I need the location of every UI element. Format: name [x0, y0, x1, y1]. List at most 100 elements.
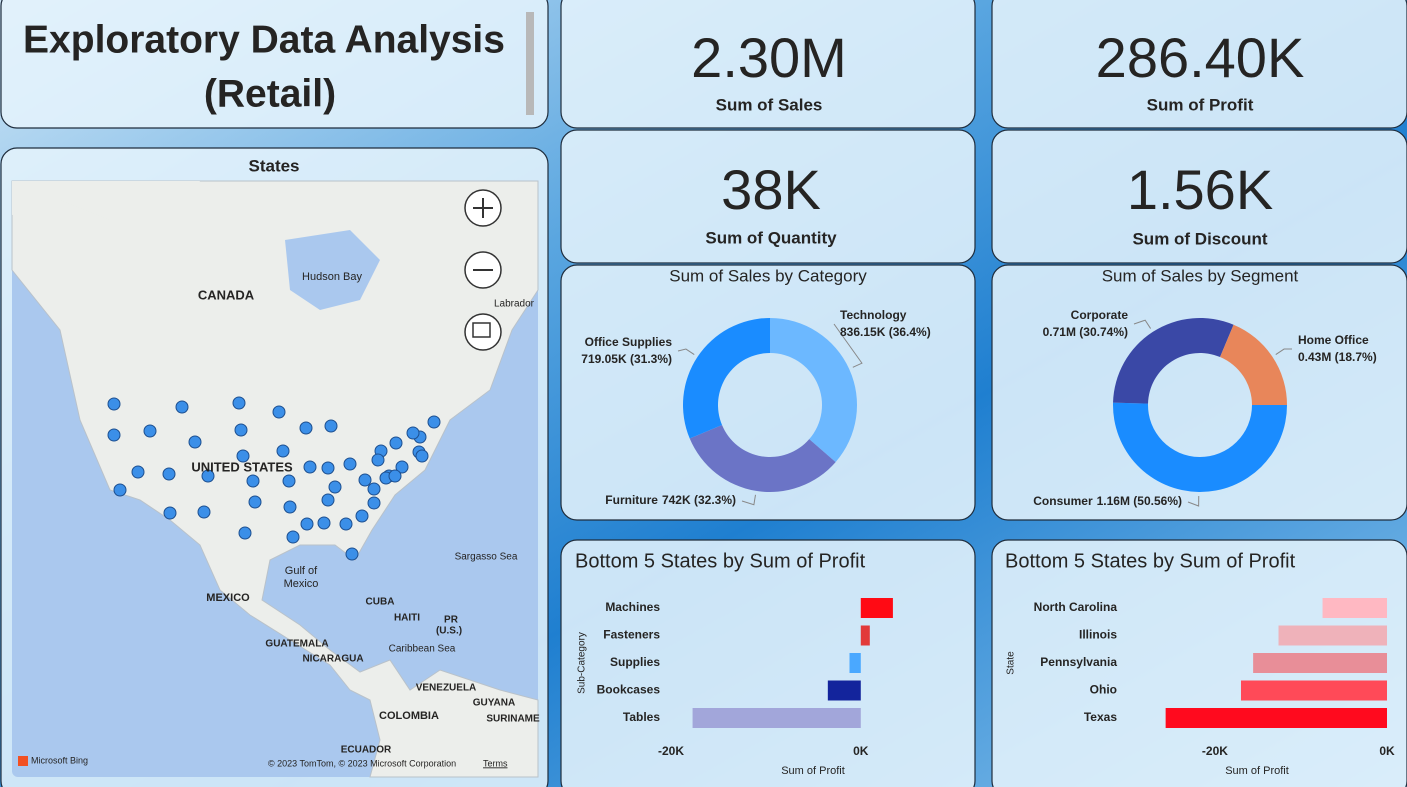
state-dot	[282, 474, 296, 488]
map-label: Gulf of	[285, 565, 318, 577]
state-dot	[388, 469, 402, 483]
slice-value: 0.43M (18.7%)	[1298, 350, 1377, 364]
map-label: (U.S.)	[436, 626, 462, 637]
state-dot	[163, 506, 177, 520]
x-axis-label: Sum of Profit	[1225, 765, 1289, 777]
charts: Sum of Sales by Category Technology 836.15…	[575, 266, 1395, 776]
state-dot	[299, 421, 313, 435]
state-dot	[355, 509, 369, 523]
map-label: Sargasso Sea	[455, 552, 518, 563]
category-label: Pennsylvania	[1040, 655, 1117, 669]
select-button[interactable]	[464, 313, 502, 351]
category-label: Supplies	[610, 655, 660, 669]
leader-line	[1133, 319, 1152, 329]
title-panel	[0, 0, 549, 129]
map-label: PR	[444, 615, 459, 626]
state-dot	[272, 405, 286, 419]
map-label: SURINAME	[486, 714, 540, 725]
chart-panel	[560, 264, 976, 521]
state-dot	[406, 426, 420, 440]
y-axis-label: State	[1006, 651, 1017, 675]
bar	[1253, 653, 1387, 673]
y-axis-label: Sub-Category	[577, 632, 588, 694]
kpi-value: 2.30M	[691, 26, 847, 89]
category-label: Illinois	[1079, 628, 1117, 642]
bar	[860, 625, 870, 646]
state-dot	[321, 493, 335, 507]
state-dot	[367, 482, 381, 496]
chart-title: Sum of Sales by Category	[669, 266, 867, 285]
category-label: Texas	[1084, 710, 1117, 724]
scrollbar[interactable]	[526, 12, 534, 115]
map-label: COLOMBIA	[379, 710, 439, 722]
x-tick-label: 0K	[1379, 744, 1395, 758]
bar	[1278, 625, 1387, 646]
map-dots	[107, 396, 441, 561]
donut-slice	[689, 425, 836, 492]
map-terms[interactable]: Terms	[483, 758, 508, 768]
slice-label: Consumer 1.16M (50.56%)	[1033, 494, 1182, 508]
state-dot	[389, 436, 403, 450]
leader-line	[1275, 348, 1293, 355]
slice-category: Office Supplies	[585, 335, 673, 349]
state-dot	[248, 495, 262, 509]
category-label: Bookcases	[597, 683, 661, 697]
map-label: HAITI	[394, 613, 420, 624]
state-dot	[107, 397, 121, 411]
slice-value: 719.05K (31.3%)	[581, 352, 672, 366]
state-dot	[238, 526, 252, 540]
map-label: GUATEMALA	[265, 639, 328, 650]
state-dot	[324, 419, 338, 433]
slice-category: Corporate	[1071, 308, 1129, 322]
kpi-label: Sum of Profit	[1147, 95, 1254, 114]
state-dot	[321, 461, 335, 475]
kpi-label: Sum of Sales	[716, 95, 823, 114]
donut-slice	[1220, 324, 1287, 405]
select-icon	[472, 322, 491, 338]
state-dot	[232, 396, 246, 410]
map-label: Hudson Bay	[302, 271, 362, 283]
map-land	[12, 181, 200, 220]
map-label: NICARAGUA	[302, 654, 363, 665]
state-dot	[395, 460, 409, 474]
state-dot	[286, 530, 300, 544]
map-label: ECUADOR	[341, 745, 392, 756]
slice-category: Home Office	[1298, 333, 1369, 347]
state-dot	[197, 505, 211, 519]
leader-line	[833, 323, 863, 368]
bar	[1240, 680, 1387, 701]
map-land	[11, 180, 539, 778]
map-label: GUYANA	[473, 698, 515, 709]
map[interactable]: CANADA UNITED STATES MEXICO Hudson Bay Labra…	[11, 180, 540, 778]
state-dot	[427, 415, 441, 429]
kpi-card	[560, 0, 976, 129]
slice-value: 1.16M (50.56%)	[1097, 494, 1182, 508]
state-dot	[234, 423, 248, 437]
slice-value: 0.71M (30.74%)	[1043, 325, 1128, 339]
map-label: Labrador	[494, 299, 535, 310]
kpi-value: 1.56K	[1127, 158, 1273, 221]
leader-line	[741, 494, 756, 506]
map-label: UNITED STATES	[191, 459, 293, 474]
map-label: Caribbean Sea	[389, 644, 456, 655]
x-tick-label: 0K	[853, 744, 869, 758]
leader-line	[677, 348, 695, 355]
state-dot	[246, 474, 260, 488]
donut-slice	[1113, 317, 1234, 404]
state-dot	[175, 400, 189, 414]
donut-slice	[1113, 402, 1287, 493]
bar	[1322, 598, 1387, 618]
kpi-label: Sum of Discount	[1132, 229, 1267, 248]
state-dot	[300, 517, 314, 531]
state-dot	[131, 465, 145, 479]
state-dot	[236, 449, 250, 463]
state-dot	[276, 444, 290, 458]
state-dot	[283, 500, 297, 514]
chart-title: Sum of Sales by Segment	[1102, 266, 1299, 285]
category-label: Machines	[605, 600, 660, 614]
bar	[860, 598, 893, 618]
donut-slice	[770, 318, 857, 463]
state-dot	[107, 428, 121, 442]
